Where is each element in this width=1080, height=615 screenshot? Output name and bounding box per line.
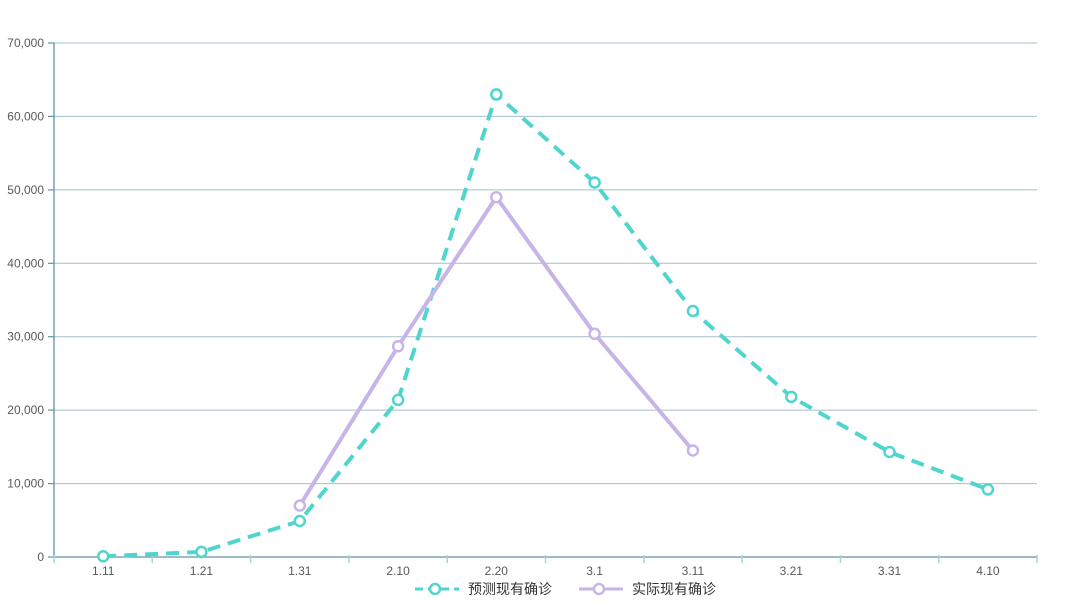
data-point-series-0[interactable] <box>785 390 798 404</box>
y-axis-label: 10,000 <box>7 477 44 491</box>
x-axis-label: 2.10 <box>386 564 410 578</box>
series-line-0 <box>103 92 989 559</box>
chart-legend: 预测现有确诊 实际现有确诊 <box>0 582 1080 596</box>
x-axis-label: 4.10 <box>976 564 1000 578</box>
legend-item-actual[interactable]: 实际现有确诊 <box>578 582 716 596</box>
data-point-series-0[interactable] <box>588 176 601 189</box>
data-point-series-0[interactable] <box>293 514 307 528</box>
x-axis-label: 3.1 <box>586 564 603 578</box>
data-point-series-0[interactable] <box>686 304 700 318</box>
x-axis-label: 1.11 <box>92 564 115 578</box>
x-axis-label: 1.21 <box>190 564 214 578</box>
data-point-series-1[interactable] <box>588 327 601 341</box>
data-point-series-1[interactable] <box>490 190 503 204</box>
predicted-series-legend-label: 预测现有确诊 <box>468 581 552 597</box>
data-point-series-0[interactable] <box>883 445 896 459</box>
y-axis-label: 70,000 <box>7 36 44 50</box>
series-line-1 <box>298 195 695 507</box>
x-axis-label: 3.31 <box>878 564 902 578</box>
data-point-series-0[interactable] <box>96 550 110 563</box>
y-axis-label: 0 <box>37 550 44 564</box>
y-axis-label: 30,000 <box>7 330 44 344</box>
y-axis-label: 60,000 <box>7 109 44 123</box>
predicted-series-legend-symbol <box>415 582 459 596</box>
x-axis-label: 2.20 <box>485 564 509 578</box>
x-axis-label: 3.21 <box>780 564 804 578</box>
actual-series-legend-symbol <box>579 582 623 596</box>
y-axis-label: 20,000 <box>7 403 44 417</box>
data-point-series-0[interactable] <box>490 88 503 101</box>
data-point-series-0[interactable] <box>391 393 405 407</box>
legend-item-predicted[interactable]: 预测现有确诊 <box>414 582 552 596</box>
data-point-series-0[interactable] <box>195 545 208 559</box>
x-axis-label: 1.31 <box>288 564 312 578</box>
y-axis-label: 50,000 <box>7 183 44 197</box>
data-point-series-1[interactable] <box>391 340 405 353</box>
x-axis-label: 3.11 <box>682 564 705 578</box>
data-point-series-1[interactable] <box>293 499 307 512</box>
actual-series-legend-label: 实际现有确诊 <box>632 581 716 597</box>
data-point-series-0[interactable] <box>981 483 995 496</box>
y-axis-label: 40,000 <box>7 256 44 270</box>
data-point-series-1[interactable] <box>686 444 700 457</box>
